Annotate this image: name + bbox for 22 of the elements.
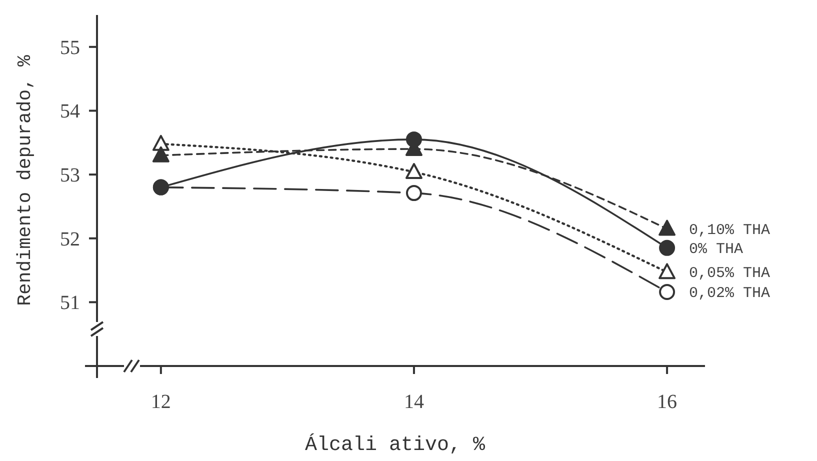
point [658,263,676,280]
y-tick-label: 54 [60,100,80,123]
point [659,240,676,256]
series-label: 0,02% THA [689,284,770,302]
series-label: 0,05% THA [689,265,770,282]
point [658,220,676,236]
x-axis-title: Álcali ativo, % [304,433,486,457]
point [659,284,676,300]
y-tick-label: 52 [60,228,80,250]
series-label: 0% THA [689,240,744,258]
point [406,131,422,148]
point [406,185,422,202]
x-tick-label: 12 [150,391,171,413]
point [152,146,170,162]
x-tick-label: 16 [657,391,678,413]
point [405,162,422,179]
x-tick-label: 14 [404,391,424,413]
y-tick-label: 51 [60,292,80,314]
y-tick-label: 55 [60,36,80,59]
series-label: 0,10% THA [689,222,770,239]
y-axis-title: Rendimento depurado, % [14,54,36,306]
y-tick-label: 53 [60,164,80,187]
